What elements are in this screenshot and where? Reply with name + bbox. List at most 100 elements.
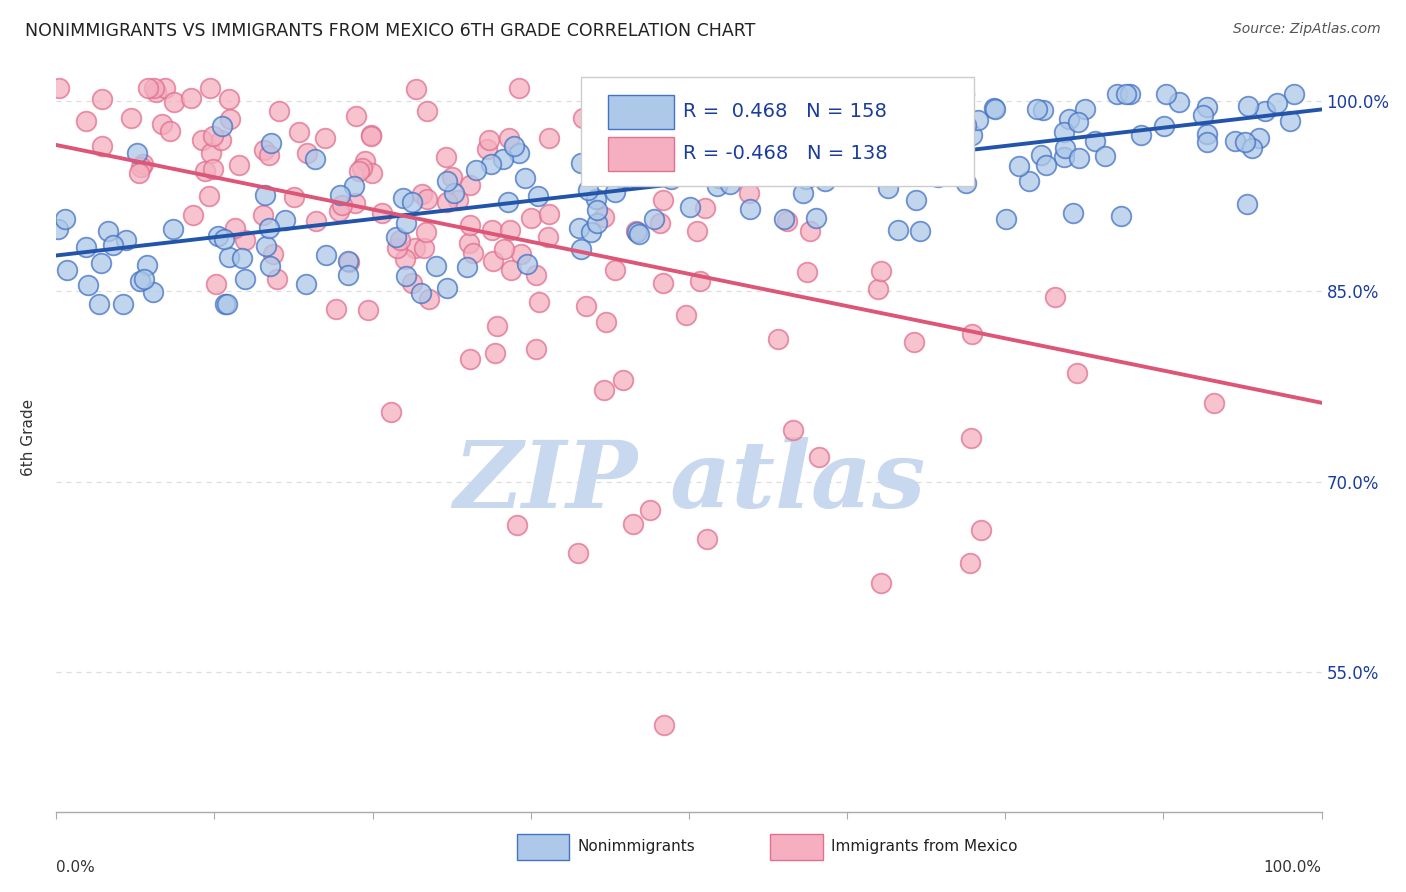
Point	[211, 120, 233, 134]
Point	[401, 194, 423, 209]
Point	[621, 517, 644, 532]
Point	[1192, 108, 1215, 122]
Point	[492, 152, 515, 166]
Point	[585, 203, 607, 218]
Point	[443, 186, 465, 200]
Point	[626, 225, 648, 239]
Point	[1067, 115, 1090, 129]
Point	[678, 167, 700, 181]
Point	[394, 252, 416, 267]
Point	[219, 112, 242, 127]
Point	[283, 190, 305, 204]
Point	[619, 163, 641, 178]
Point	[727, 158, 749, 172]
Point	[441, 169, 464, 184]
Point	[458, 351, 481, 366]
Point	[159, 123, 181, 137]
Point	[481, 223, 503, 237]
Point	[538, 207, 561, 221]
Point	[180, 90, 202, 104]
Point	[696, 532, 718, 546]
Point	[235, 271, 257, 285]
Point	[297, 145, 319, 160]
Point	[425, 259, 447, 273]
Point	[1279, 113, 1302, 128]
Point	[1154, 87, 1177, 102]
Point	[524, 342, 547, 356]
Point	[1025, 103, 1047, 117]
Point	[413, 241, 436, 255]
Point	[262, 247, 284, 261]
Text: ZIP atlas: ZIP atlas	[453, 437, 925, 527]
Point	[689, 274, 711, 288]
Point	[631, 155, 654, 169]
Point	[209, 133, 232, 147]
Point	[1084, 134, 1107, 148]
Point	[690, 143, 713, 157]
Point	[1197, 100, 1219, 114]
Point	[1115, 87, 1137, 102]
Point	[707, 171, 730, 186]
Point	[1105, 87, 1128, 102]
Point	[807, 450, 830, 465]
Point	[513, 170, 536, 185]
Point	[136, 80, 159, 95]
Point	[394, 268, 416, 283]
Point	[527, 189, 550, 203]
Point	[647, 155, 669, 169]
Point	[891, 159, 914, 173]
Point	[955, 118, 977, 132]
Point	[434, 151, 457, 165]
Point	[652, 277, 675, 291]
Point	[650, 216, 672, 230]
Point	[90, 256, 112, 270]
Point	[870, 264, 893, 278]
Point	[456, 260, 478, 274]
Point	[314, 130, 336, 145]
Point	[329, 187, 352, 202]
Text: 0.0%: 0.0%	[56, 861, 96, 875]
Point	[215, 297, 238, 311]
Point	[848, 117, 870, 131]
Point	[877, 181, 900, 195]
Point	[1119, 87, 1142, 102]
Point	[125, 146, 148, 161]
Point	[336, 268, 359, 283]
Point	[207, 228, 229, 243]
Point	[1062, 205, 1084, 219]
Point	[350, 161, 373, 175]
Point	[502, 139, 524, 153]
Point	[436, 281, 458, 295]
Point	[870, 575, 893, 590]
Point	[75, 113, 97, 128]
Point	[228, 158, 250, 172]
Point	[1067, 151, 1090, 165]
Point	[191, 133, 214, 147]
Point	[605, 263, 627, 277]
Point	[53, 212, 76, 227]
Point	[411, 186, 433, 201]
Point	[718, 178, 741, 192]
Point	[650, 148, 672, 162]
Point	[1153, 119, 1175, 133]
Point	[344, 196, 367, 211]
Point	[740, 202, 762, 216]
Point	[1053, 141, 1076, 155]
Point	[499, 222, 522, 236]
Point	[231, 251, 253, 265]
Point	[959, 431, 981, 445]
Point	[595, 315, 617, 329]
Text: NONIMMIGRANTS VS IMMIGRANTS FROM MEXICO 6TH GRADE CORRELATION CHART: NONIMMIGRANTS VS IMMIGRANTS FROM MEXICO …	[25, 22, 755, 40]
Point	[879, 161, 901, 176]
Point	[970, 524, 993, 538]
Point	[1007, 159, 1029, 173]
Point	[129, 160, 152, 174]
Point	[145, 85, 167, 99]
Point	[1043, 290, 1066, 304]
Point	[266, 271, 288, 285]
Point	[385, 241, 408, 255]
Point	[288, 125, 311, 139]
Point	[392, 191, 415, 205]
Point	[628, 227, 651, 242]
Point	[409, 285, 432, 300]
